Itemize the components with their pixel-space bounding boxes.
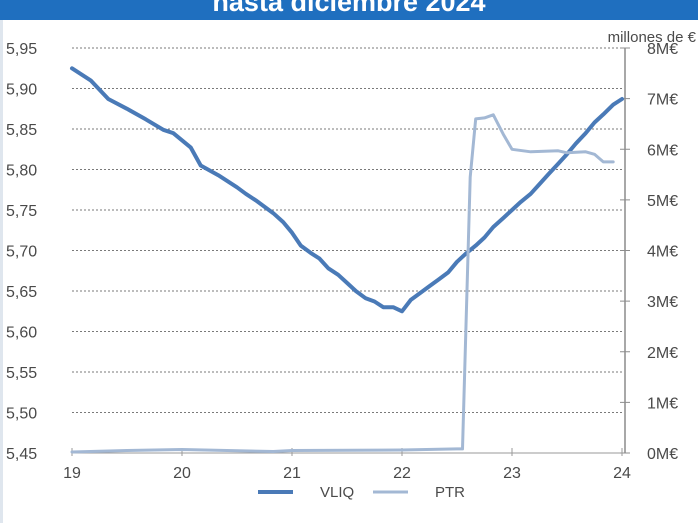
x-tick-label: 23 — [503, 465, 521, 482]
y-left-tick-label: 5,50 — [6, 406, 37, 423]
y-left-tick-label: 5,45 — [6, 446, 37, 463]
gridlines — [72, 47, 622, 413]
y-right-tick-label: 6M€ — [647, 142, 678, 159]
right-axis-unit-label: millones de € — [608, 29, 697, 46]
y-right-tick-label: 0M€ — [647, 446, 678, 463]
chart-title: hasta diciembre 2024 — [212, 0, 486, 17]
y-left-tick-label: 5,80 — [6, 163, 37, 180]
title-bar: hasta diciembre 2024 — [0, 0, 698, 20]
x-tick-label: 20 — [173, 465, 191, 482]
y-right-tick-label: 4M€ — [647, 244, 678, 261]
x-tick-label: 22 — [393, 465, 411, 482]
series-line-vliq — [70, 66, 624, 314]
series-line-ptr — [70, 113, 615, 454]
y-right-tick-label: 2M€ — [647, 345, 678, 362]
x-tick-label: 19 — [63, 465, 81, 482]
legend-label-vliq: VLIQ — [320, 484, 354, 501]
y-right-tick-label: 1M€ — [647, 395, 678, 412]
y-left-tick-label: 5,65 — [6, 284, 37, 301]
x-tick-label: 21 — [283, 465, 301, 482]
y-left-tick-label: 5,60 — [6, 325, 37, 342]
frame-left-border — [0, 20, 3, 523]
x-tick-label: 24 — [613, 465, 631, 482]
y-left-tick-label: 5,90 — [6, 82, 37, 99]
y-left-tick-label: 5,75 — [6, 203, 37, 220]
legend: VLIQ PTR — [258, 484, 465, 501]
y-left-tick-label: 5,55 — [6, 365, 37, 382]
y-right-tick-label: 3M€ — [647, 294, 678, 311]
y-left-tick-label: 5,95 — [6, 41, 37, 58]
legend-label-ptr: PTR — [435, 484, 465, 501]
y-right-tick-label: 5M€ — [647, 193, 678, 210]
series-lines — [70, 66, 624, 454]
y-right-tick-label: 8M€ — [647, 41, 678, 58]
tick-labels: 5,45 5,50 5,55 5,60 5,65 5,70 5,75 5,80 5,85 5,90… — [6, 41, 678, 482]
y-left-tick-label: 5,85 — [6, 122, 37, 139]
y-left-tick-label: 5,70 — [6, 244, 37, 261]
y-right-tick-label: 7M€ — [647, 92, 678, 109]
